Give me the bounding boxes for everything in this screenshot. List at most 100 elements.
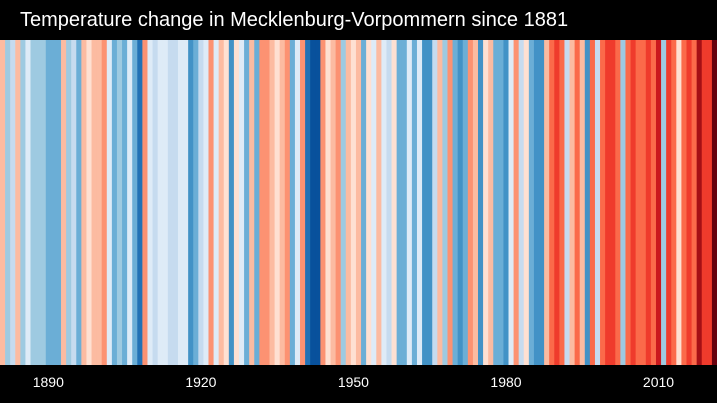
stripe-1901 (101, 40, 108, 365)
stripe-2019 (701, 40, 708, 365)
stripe-1990 (554, 40, 560, 365)
stripe-1944 (320, 40, 327, 365)
stripe-2017 (691, 40, 698, 365)
stripe-1998 (594, 40, 601, 365)
stripe-1939 (294, 40, 301, 365)
stripe-1977 (488, 40, 494, 365)
stripe-1954 (371, 40, 377, 365)
stripe-1956 (381, 40, 388, 365)
stripe-1899 (91, 40, 98, 365)
stripe-2010 (655, 40, 662, 365)
stripe-1958 (391, 40, 398, 365)
stripe-2008 (645, 40, 652, 365)
stripe-1967 (437, 40, 444, 365)
stripe-1949 (345, 40, 352, 365)
stripe-1897 (81, 40, 88, 365)
x-tick-label: 1980 (490, 374, 522, 390)
stripe-2002 (615, 40, 621, 365)
stripe-1893 (61, 40, 67, 365)
stripe-1926 (228, 40, 235, 365)
stripe-1985 (528, 40, 535, 365)
stripe-1993 (569, 40, 576, 365)
stripe-1968 (442, 40, 449, 365)
stripe-1955 (376, 40, 382, 365)
stripe-1978 (493, 40, 499, 365)
stripe-1898 (86, 40, 93, 365)
stripe-1941 (305, 40, 311, 365)
stripe-1912 (157, 40, 164, 365)
stripe-1950 (350, 40, 357, 365)
stripe-1885 (20, 40, 27, 365)
stripe-1909 (142, 40, 149, 365)
stripe-1907 (132, 40, 138, 365)
stripe-1911 (152, 40, 159, 365)
stripe-1928 (239, 40, 245, 365)
stripe-1945 (325, 40, 332, 365)
stripe-1960 (401, 40, 408, 365)
x-tick-label: 1890 (32, 374, 64, 390)
stripe-1929 (244, 40, 250, 365)
stripe-1937 (284, 40, 291, 365)
stripe-1933 (264, 40, 271, 365)
stripe-1988 (544, 40, 550, 365)
stripe-1942 (310, 40, 316, 365)
stripe-1882 (5, 40, 11, 365)
stripe-1935 (274, 40, 281, 365)
stripe-1905 (122, 40, 128, 365)
stripe-1896 (76, 40, 82, 365)
stripe-1904 (116, 40, 123, 365)
stripe-1999 (600, 40, 606, 365)
stripe-2011 (661, 40, 667, 365)
stripe-1946 (330, 40, 337, 365)
stripe-2000 (605, 40, 611, 365)
stripe-2015 (681, 40, 688, 365)
stripe-1976 (483, 40, 489, 365)
stripe-2009 (650, 40, 657, 365)
stripe-1910 (147, 40, 154, 365)
stripe-1906 (127, 40, 133, 365)
stripe-1903 (111, 40, 118, 365)
stripe-1979 (498, 40, 505, 365)
stripe-1997 (589, 40, 596, 365)
stripe-1890 (45, 40, 52, 365)
stripe-1900 (96, 40, 103, 365)
stripe-1927 (233, 40, 240, 365)
stripe-1923 (213, 40, 220, 365)
stripe-1924 (218, 40, 225, 365)
stripe-1970 (452, 40, 459, 365)
stripe-1934 (269, 40, 276, 365)
stripe-1986 (533, 40, 540, 365)
stripe-2004 (625, 40, 632, 365)
stripe-1972 (462, 40, 469, 365)
stripe-1992 (564, 40, 571, 365)
stripe-1936 (279, 40, 286, 365)
stripe-1952 (361, 40, 367, 365)
stripe-1932 (259, 40, 266, 365)
stripe-1989 (549, 40, 555, 365)
stripe-1948 (340, 40, 347, 365)
stripe-1996 (584, 40, 591, 365)
stripe-2003 (620, 40, 627, 365)
stripe-1957 (386, 40, 393, 365)
stripe-1914 (167, 40, 174, 365)
stripe-1965 (427, 40, 433, 365)
stripe-1908 (137, 40, 143, 365)
stripe-1981 (508, 40, 515, 365)
stripe-1940 (300, 40, 306, 365)
stripe-1962 (411, 40, 418, 365)
stripe-1894 (66, 40, 72, 365)
stripe-1947 (335, 40, 342, 365)
stripe-1892 (55, 40, 62, 365)
stripe-1961 (406, 40, 413, 365)
stripe-1980 (503, 40, 510, 365)
stripe-2014 (676, 40, 683, 365)
stripe-1886 (25, 40, 32, 365)
stripe-2012 (666, 40, 672, 365)
stripe-1991 (559, 40, 566, 365)
stripe-1964 (422, 40, 428, 365)
stripe-1938 (289, 40, 296, 365)
stripe-1884 (15, 40, 21, 365)
stripe-1987 (539, 40, 545, 365)
stripe-1895 (71, 40, 77, 365)
stripe-1966 (432, 40, 438, 365)
